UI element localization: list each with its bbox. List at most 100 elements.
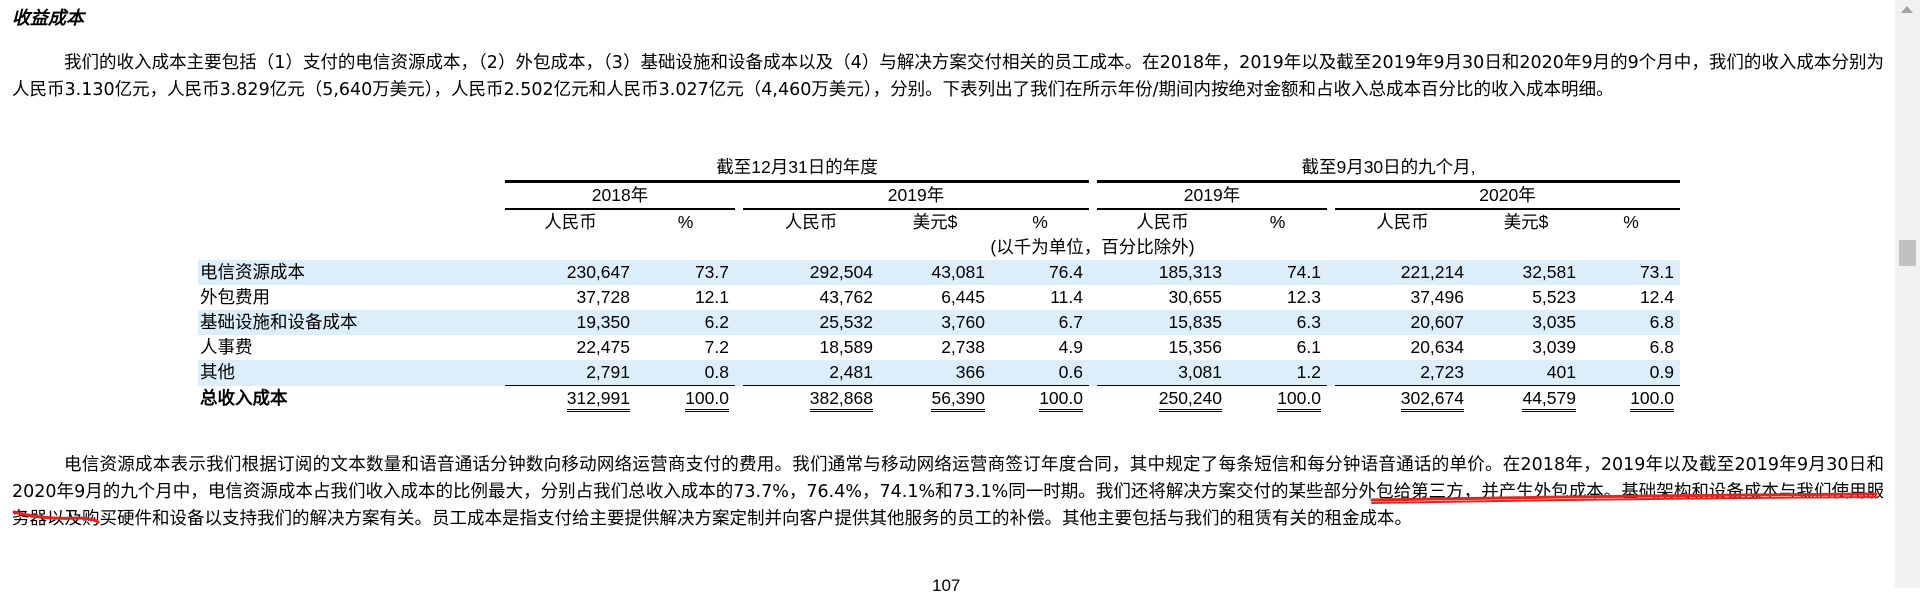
cell-value: 6.1 bbox=[1296, 337, 1321, 357]
col-header-pct: % bbox=[1623, 212, 1639, 232]
row-label: 基础设施和设备成本 bbox=[198, 310, 497, 335]
total-value: 100.0 bbox=[1039, 388, 1083, 412]
group-header-nine-months: 截至9月30日的九个月, bbox=[1097, 155, 1680, 183]
cell-value: 3,035 bbox=[1470, 310, 1582, 335]
cell-value: 6.8 bbox=[1582, 310, 1680, 335]
cell-value: 12.1 bbox=[694, 287, 729, 307]
cell-value: 100.0 bbox=[636, 385, 735, 412]
cell-value: 11.4 bbox=[1050, 287, 1083, 307]
row-label: 人事费 bbox=[200, 337, 253, 357]
row-label: 总收入成本 bbox=[200, 387, 288, 408]
col-header-pct: % bbox=[1032, 212, 1048, 232]
cell-value: 6.2 bbox=[636, 310, 735, 335]
cell-value: 15,356 bbox=[1168, 337, 1222, 357]
cell-value: 5,523 bbox=[1532, 287, 1576, 307]
total-value: 100.0 bbox=[1630, 388, 1674, 412]
cell-value: 76.4 bbox=[991, 260, 1089, 285]
year-header-2018: 2018年 bbox=[505, 181, 735, 210]
table-row: 人事费 22,475 7.2 18,589 2,738 4.9 15,356 6.1 20,63… bbox=[198, 335, 1680, 360]
row-label: 外包费用 bbox=[200, 287, 270, 307]
cell-value: 56,390 bbox=[879, 385, 991, 412]
cell-value: 250,240 bbox=[1097, 385, 1228, 412]
col-header-pct: % bbox=[677, 212, 694, 232]
cell-value: 366 bbox=[879, 360, 991, 386]
row-label: 电信资源成本 bbox=[198, 260, 497, 285]
cell-value: 302,674 bbox=[1335, 385, 1470, 412]
cell-value: 100.0 bbox=[1228, 385, 1327, 412]
year-header-2020-nine-months: 2020年 bbox=[1335, 181, 1680, 210]
cell-value: 382,868 bbox=[743, 385, 879, 412]
cell-value: 73.7 bbox=[636, 260, 735, 285]
page-number: 107 bbox=[932, 576, 961, 595]
cell-value: 30,655 bbox=[1168, 287, 1222, 307]
cell-value: 6.7 bbox=[991, 310, 1089, 335]
cell-value: 7.2 bbox=[704, 337, 729, 357]
table-row: 其他 2,791 0.8 2,481 366 0.6 3,081 1.2 2,723 401 0.9 bbox=[198, 360, 1680, 386]
second-paragraph: 电信资源成本表示我们根据订阅的文本数量和语音通话分钟数向移动网络运营商支付的费用… bbox=[12, 452, 1884, 533]
year-header-2019-nine-months: 2019年 bbox=[1097, 181, 1327, 210]
col-header-rmb: 人民币 bbox=[784, 212, 838, 232]
cell-value: 3,039 bbox=[1532, 337, 1576, 357]
cell-value: 0.9 bbox=[1582, 360, 1680, 386]
total-value: 56,390 bbox=[931, 388, 985, 412]
cell-value: 2,738 bbox=[941, 337, 985, 357]
cell-value: 312,991 bbox=[505, 385, 636, 412]
group-header-annual: 截至12月31日的年度 bbox=[505, 155, 1089, 183]
total-value: 312,991 bbox=[566, 388, 630, 412]
cell-value: 2,481 bbox=[743, 360, 879, 386]
col-header-rmb: 人民币 bbox=[1136, 212, 1189, 232]
cell-value: 4.9 bbox=[1058, 337, 1083, 357]
total-value: 100.0 bbox=[1277, 388, 1321, 412]
col-header-usd: 美元$ bbox=[1503, 212, 1549, 232]
cell-value: 185,313 bbox=[1097, 260, 1228, 285]
cell-value: 15,835 bbox=[1097, 310, 1228, 335]
cost-of-revenue-table: 截至12月31日的年度 截至9月30日的九个月, 2018年 2019年 201… bbox=[198, 155, 1680, 412]
cell-value: 401 bbox=[1470, 360, 1582, 386]
cell-value: 1.2 bbox=[1228, 360, 1327, 386]
cell-value: 37,728 bbox=[576, 287, 630, 307]
table-row: 外包费用 37,728 12.1 43,762 6,445 11.4 30,655 12.3 3… bbox=[198, 285, 1680, 310]
total-value: 44,579 bbox=[1522, 388, 1576, 412]
cell-value: 100.0 bbox=[1582, 385, 1680, 412]
cell-value: 73.1 bbox=[1582, 260, 1680, 285]
cell-value: 3,760 bbox=[879, 310, 991, 335]
cell-value: 6.3 bbox=[1228, 310, 1327, 335]
cell-value: 2,791 bbox=[505, 360, 636, 386]
cell-value: 3,081 bbox=[1097, 360, 1228, 386]
col-header-rmb: 人民币 bbox=[1376, 212, 1429, 232]
cell-value: 37,496 bbox=[1410, 287, 1464, 307]
table-row: 基础设施和设备成本 19,350 6.2 25,532 3,760 6.7 15,835 6.… bbox=[198, 310, 1680, 335]
row-label: 其他 bbox=[198, 360, 497, 386]
scrollbar-thumb[interactable] bbox=[1899, 240, 1916, 266]
cell-value: 22,475 bbox=[576, 337, 630, 357]
year-header-2019: 2019年 bbox=[743, 181, 1089, 210]
cell-value: 6.8 bbox=[1649, 337, 1674, 357]
cell-value: 44,579 bbox=[1470, 385, 1582, 412]
cell-value: 32,581 bbox=[1470, 260, 1582, 285]
total-value: 250,240 bbox=[1158, 388, 1222, 412]
col-header-usd: 美元$ bbox=[912, 212, 958, 232]
cell-value: 20,607 bbox=[1335, 310, 1470, 335]
cell-value: 19,350 bbox=[505, 310, 636, 335]
unit-note: (以千为单位，百分比除外) bbox=[990, 237, 1195, 257]
cell-value: 43,762 bbox=[819, 287, 873, 307]
table-total-row: 总收入成本 312,991 100.0 382,868 56,390 100.0 250,2… bbox=[198, 385, 1680, 412]
cell-value: 25,532 bbox=[743, 310, 879, 335]
cell-value: 0.6 bbox=[991, 360, 1089, 386]
cell-value: 12.3 bbox=[1286, 287, 1321, 307]
cell-value: 74.1 bbox=[1228, 260, 1327, 285]
cell-value: 43,081 bbox=[879, 260, 991, 285]
document-page: 收益成本 我们的收入成本主要包括（1）支付的电信资源成本，（2）外包成本，（3）… bbox=[12, 8, 1884, 595]
cell-value: 292,504 bbox=[743, 260, 879, 285]
col-header-rmb: 人民币 bbox=[544, 212, 597, 232]
cell-value: 230,647 bbox=[505, 260, 636, 285]
cell-value: 12.4 bbox=[1639, 287, 1674, 307]
cell-value: 18,589 bbox=[819, 337, 873, 357]
vertical-scrollbar[interactable] bbox=[1895, 0, 1920, 588]
cell-value: 100.0 bbox=[991, 385, 1089, 412]
col-header-pct: % bbox=[1269, 212, 1286, 232]
intro-paragraph: 我们的收入成本主要包括（1）支付的电信资源成本，（2）外包成本，（3）基础设施和… bbox=[12, 53, 1884, 100]
scroll-up-arrow-icon[interactable] bbox=[1901, 6, 1913, 13]
table-row: 电信资源成本 230,647 73.7 292,504 43,081 76.4 185,31… bbox=[198, 260, 1680, 285]
total-value: 302,674 bbox=[1400, 388, 1464, 412]
